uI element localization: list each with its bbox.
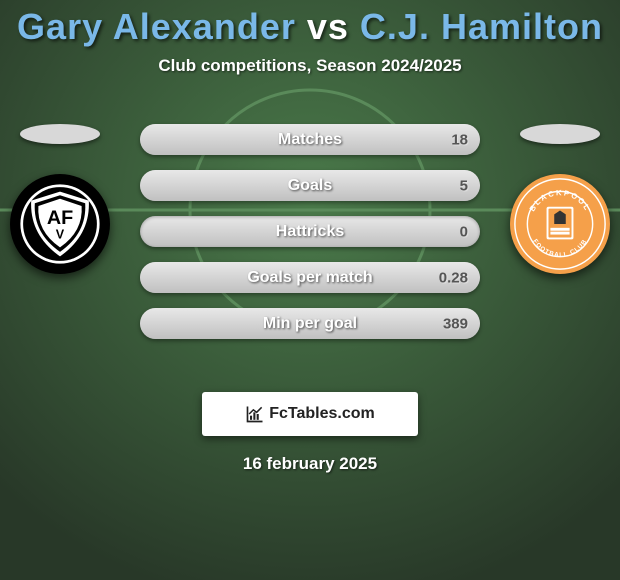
stats-stage: AF V BLACKPOOL FOOTBALL CLUB bbox=[0, 112, 620, 372]
stat-value-right: 389 bbox=[443, 315, 468, 332]
player2-name: C.J. Hamilton bbox=[360, 6, 603, 47]
club-badge-icon: BLACKPOOL FOOTBALL CLUB bbox=[512, 176, 608, 272]
vs-text: vs bbox=[307, 6, 349, 47]
stat-label: Goals per match bbox=[247, 269, 372, 287]
stat-bar: Goals 5 bbox=[140, 170, 480, 201]
stat-label: Goals bbox=[288, 177, 332, 195]
team-right-logo: BLACKPOOL FOOTBALL CLUB bbox=[510, 174, 610, 274]
left-oval bbox=[20, 124, 100, 144]
left-column: AF V bbox=[10, 124, 110, 274]
team-left-logo: AF V bbox=[10, 174, 110, 274]
chart-icon bbox=[245, 404, 265, 424]
shield-icon: AF V bbox=[15, 179, 105, 269]
brand-card: FcTables.com bbox=[202, 392, 418, 436]
stat-value-right: 0.28 bbox=[439, 269, 468, 286]
date-text: 16 february 2025 bbox=[0, 454, 620, 474]
stat-value-right: 5 bbox=[460, 177, 468, 194]
right-oval bbox=[520, 124, 600, 144]
stat-bar: Goals per match 0.28 bbox=[140, 262, 480, 293]
stat-label: Min per goal bbox=[263, 315, 357, 333]
stat-bar: Matches 18 bbox=[140, 124, 480, 155]
stat-label: Matches bbox=[278, 131, 342, 149]
stat-value-right: 18 bbox=[451, 131, 468, 148]
svg-text:V: V bbox=[56, 227, 65, 241]
player1-name: Gary Alexander bbox=[17, 6, 296, 47]
stat-value-right: 0 bbox=[460, 223, 468, 240]
stat-bar: Min per goal 389 bbox=[140, 308, 480, 339]
subtitle: Club competitions, Season 2024/2025 bbox=[0, 56, 620, 76]
svg-text:AF: AF bbox=[47, 207, 73, 229]
right-column: BLACKPOOL FOOTBALL CLUB bbox=[510, 124, 610, 274]
stat-bar: Hattricks 0 bbox=[140, 216, 480, 247]
stats-bars: Matches 18 Goals 5 Hattricks 0 Goals per match… bbox=[140, 124, 480, 339]
stat-label: Hattricks bbox=[276, 223, 344, 241]
brand-text: FcTables.com bbox=[269, 405, 375, 423]
comparison-title: Gary Alexander vs C.J. Hamilton bbox=[0, 0, 620, 48]
